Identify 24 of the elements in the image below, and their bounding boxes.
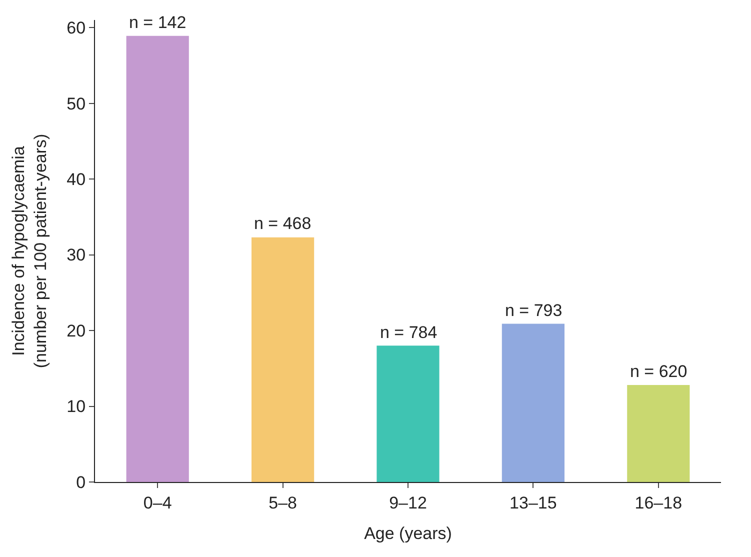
y-tick-label: 60 [66,18,86,38]
bar [252,237,314,482]
annotation: n = 784 [380,323,438,342]
y-axis-title: Incidence of hypoglycaemia (number per 100 patient-years) [9,134,50,368]
bar [376,346,440,482]
x-tick-label: 13–15 [510,493,557,512]
annotation: n = 793 [505,301,562,320]
x-tick-label: 5–8 [268,493,297,512]
annotation: n = 142 [129,13,186,32]
bar [502,324,564,482]
y-tick-label: 0 [76,472,86,492]
bar [627,385,690,482]
y-tick-label: 20 [66,321,86,340]
y-tick-label: 50 [66,94,86,114]
y-tick-label: 10 [66,397,86,416]
x-axis-title: Age (years) [364,524,452,543]
y-tick-label: 40 [66,170,86,189]
y-tick-label: 30 [66,246,86,265]
bar [126,36,189,482]
annotation: n = 620 [630,362,688,381]
x-tick-label: 16–18 [634,493,682,512]
x-tick-label: 9–12 [389,493,427,512]
annotation: n = 468 [254,214,312,233]
x-tick-label: 0–4 [143,493,172,512]
